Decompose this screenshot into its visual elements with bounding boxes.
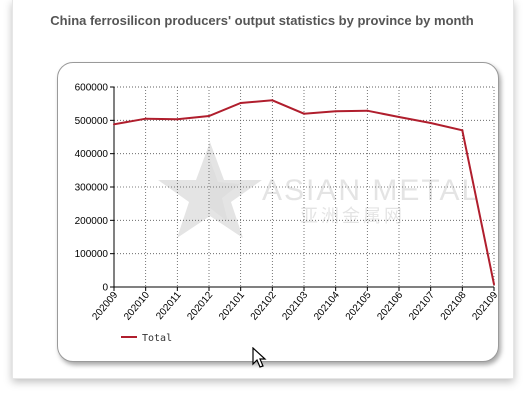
data-point — [239, 102, 242, 104]
x-tick-label: 202011 — [154, 290, 184, 322]
y-tick-label: 400000 — [75, 149, 109, 160]
x-tick-label: 202102 — [249, 290, 279, 323]
chart-panel — [57, 62, 499, 362]
y-axis: 0 100000 200000 300000 400000 500000 600000 — [75, 83, 115, 294]
x-tick-label: 202109 — [470, 290, 500, 323]
x-tick-label: 202104 — [312, 290, 342, 323]
x-tick-label: 202108 — [439, 290, 469, 323]
data-point — [208, 115, 210, 117]
y-tick-label: 100000 — [75, 249, 109, 260]
y-tick-label: 0 — [102, 283, 108, 294]
data-point — [271, 99, 274, 102]
data-point — [144, 117, 147, 120]
x-tick-label: 202010 — [122, 290, 152, 323]
x-tick-label: 202009 — [90, 290, 120, 323]
data-point — [398, 116, 400, 118]
x-tick-label: 202103 — [280, 290, 310, 323]
y-tick-label: 600000 — [75, 83, 109, 94]
legend-label: Total — [142, 333, 172, 344]
y-tick-label: 200000 — [75, 216, 109, 227]
data-point — [334, 110, 337, 113]
series-layer — [113, 99, 495, 286]
y-tick-label: 300000 — [75, 183, 109, 194]
legend: Total — [121, 333, 172, 344]
x-tick-label: 202107 — [407, 290, 437, 323]
y-tick-label: 500000 — [75, 116, 109, 127]
data-point — [303, 112, 305, 115]
x-tick-label: 202012 — [185, 290, 215, 323]
data-point — [113, 123, 115, 126]
mouse-pointer-icon — [252, 347, 267, 368]
data-point — [461, 129, 464, 132]
data-point — [176, 118, 179, 121]
watermark-text-cn: 亚洲金属网 — [300, 206, 405, 227]
watermark-text-en: ASIAN METAL — [262, 174, 480, 207]
data-point — [429, 122, 432, 124]
x-tick-label: 202101 — [217, 290, 247, 323]
chart-title: China ferrosilicon producers' output sta… — [50, 13, 474, 28]
x-tick-label: 202105 — [344, 290, 374, 323]
x-axis: 202009 202010 202011 202012 202101 202102 2021… — [90, 286, 501, 323]
data-point — [493, 283, 495, 286]
star-logo-icon — [158, 142, 262, 238]
data-point — [366, 109, 369, 112]
watermark: ASIAN METAL 亚洲金属网 — [158, 142, 480, 238]
x-tick-label: 202106 — [375, 290, 405, 323]
